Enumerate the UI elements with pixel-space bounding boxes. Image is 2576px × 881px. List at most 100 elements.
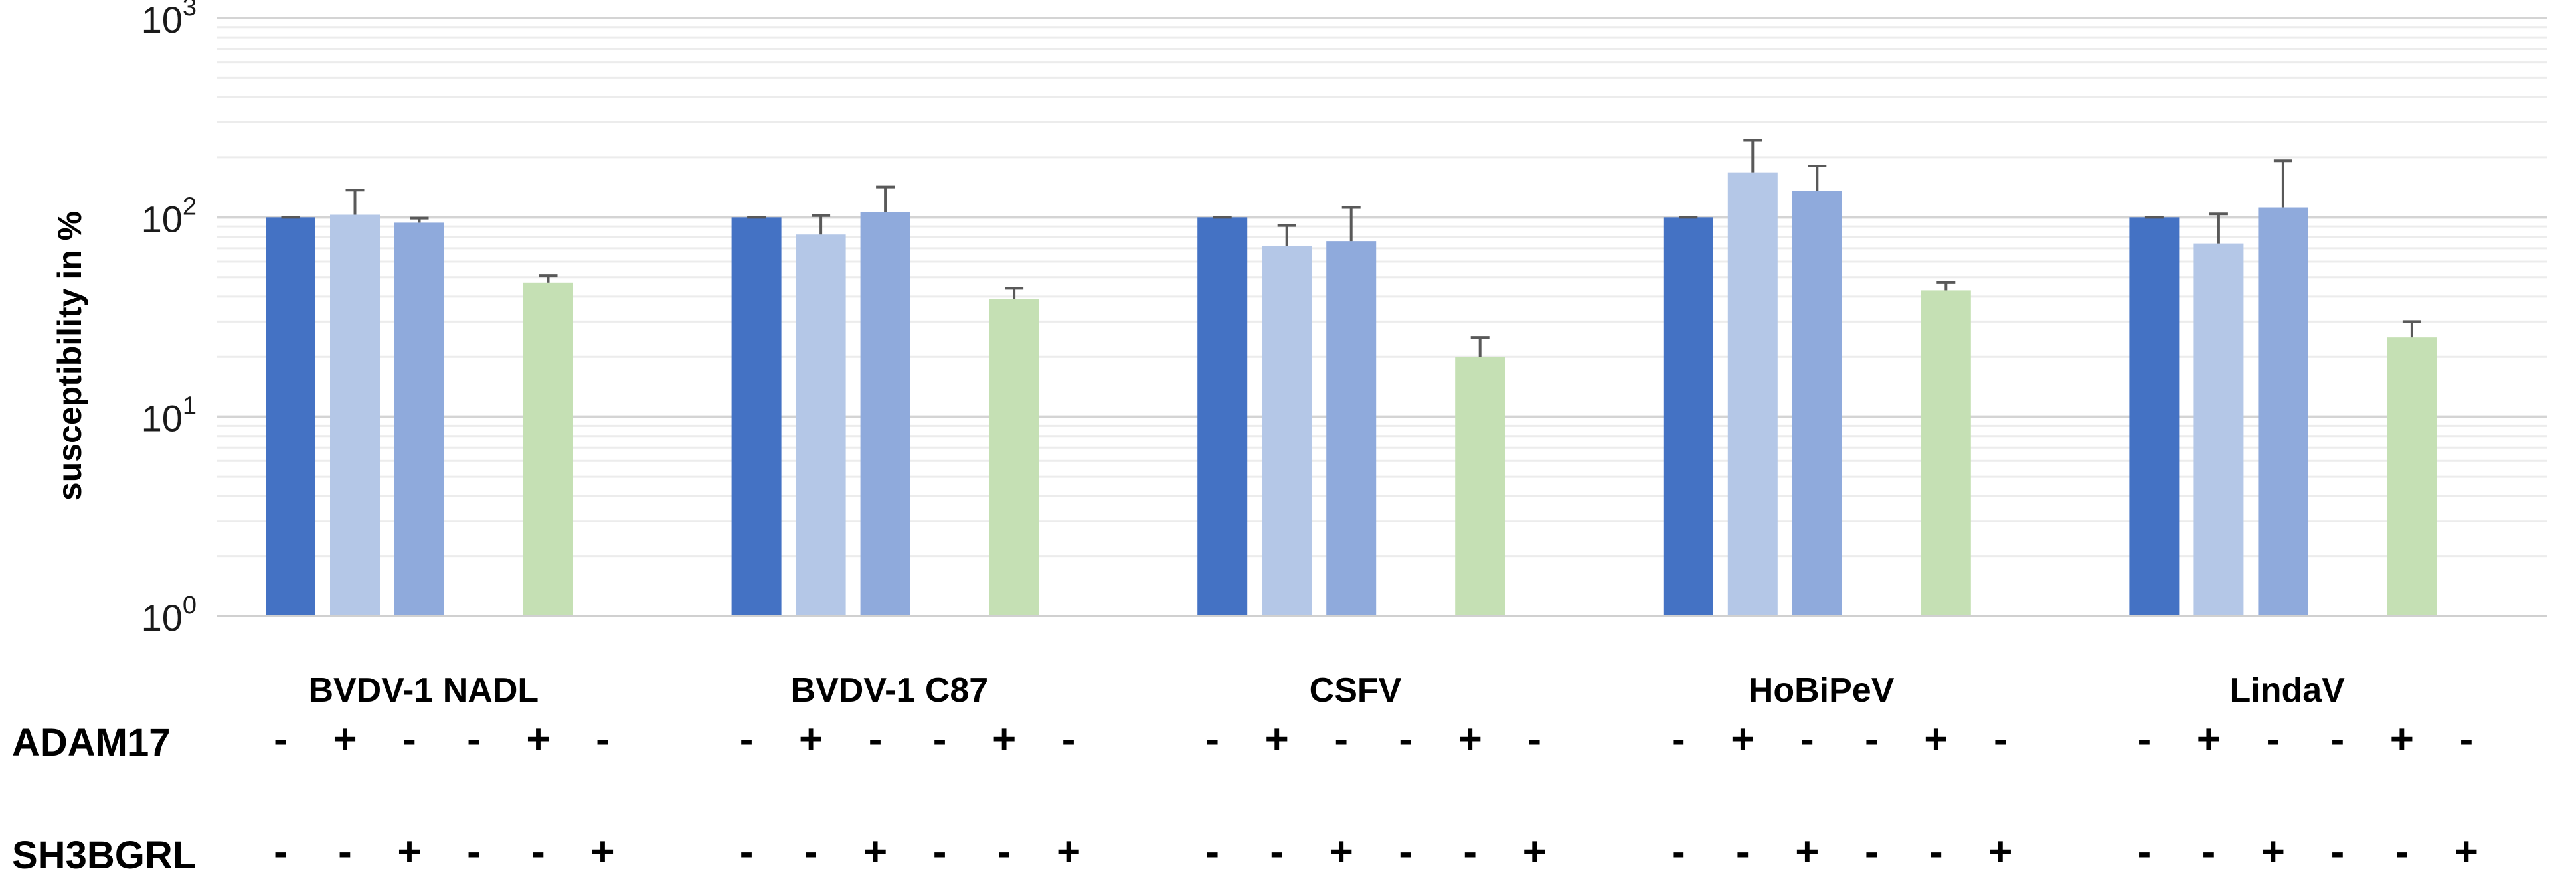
condition-sign: + bbox=[1330, 829, 1353, 875]
bar bbox=[1727, 172, 1778, 617]
bar bbox=[1455, 357, 1505, 616]
condition-sign: + bbox=[397, 829, 421, 875]
y-tick-exponent: 2 bbox=[183, 193, 197, 220]
condition-sign: - bbox=[2395, 829, 2409, 875]
condition-sign: + bbox=[333, 716, 357, 762]
y-tick-base: 10 bbox=[141, 597, 183, 639]
condition-sign: - bbox=[1463, 829, 1477, 875]
condition-sign: - bbox=[1270, 829, 1284, 875]
condition-sign: - bbox=[1205, 716, 1219, 762]
bar bbox=[266, 217, 315, 616]
condition-sign: - bbox=[402, 716, 416, 762]
y-axis-label: susceptibility in % bbox=[51, 211, 88, 501]
bar bbox=[2258, 207, 2308, 616]
condition-sign: - bbox=[1736, 829, 1750, 875]
condition-sign: + bbox=[1988, 829, 2012, 875]
bar bbox=[2387, 337, 2437, 616]
bar bbox=[1663, 217, 1713, 616]
bar bbox=[1326, 241, 1377, 616]
bars bbox=[266, 172, 2437, 617]
bar bbox=[1197, 217, 1248, 616]
condition-row-label: SH3BGRL bbox=[12, 834, 196, 877]
condition-sign: - bbox=[1929, 829, 1943, 875]
condition-sign: - bbox=[1399, 829, 1413, 875]
condition-sign: - bbox=[467, 716, 481, 762]
condition-sign: + bbox=[863, 829, 887, 875]
bar bbox=[731, 217, 782, 616]
y-tick-exponent: 1 bbox=[183, 392, 197, 420]
condition-sign: - bbox=[274, 829, 288, 875]
condition-sign: + bbox=[1731, 716, 1755, 762]
condition-sign: - bbox=[1800, 716, 1814, 762]
condition-sign: - bbox=[869, 716, 883, 762]
y-tick-label: 103 bbox=[141, 0, 197, 40]
y-tick-base: 10 bbox=[141, 398, 183, 440]
condition-sign: + bbox=[992, 716, 1016, 762]
bar bbox=[1921, 290, 1971, 616]
condition-sign: - bbox=[1865, 829, 1879, 875]
condition-sign: - bbox=[2267, 716, 2280, 762]
condition-sign: + bbox=[2261, 829, 2285, 875]
bar bbox=[1792, 191, 1842, 616]
y-tick-base: 10 bbox=[141, 198, 183, 240]
condition-sign: - bbox=[740, 829, 754, 875]
bar bbox=[523, 282, 573, 616]
bar bbox=[860, 212, 910, 616]
condition-sign: + bbox=[1458, 716, 1482, 762]
category-label: CSFV bbox=[1310, 671, 1402, 710]
condition-sign: - bbox=[338, 829, 352, 875]
bar bbox=[2193, 243, 2244, 616]
condition-sign: - bbox=[1672, 716, 1685, 762]
condition-sign: - bbox=[1334, 716, 1348, 762]
condition-sign: + bbox=[799, 716, 823, 762]
condition-sign: - bbox=[467, 829, 481, 875]
y-tick-label: 101 bbox=[141, 392, 197, 440]
category-label: LindaV bbox=[2230, 671, 2346, 710]
condition-sign: - bbox=[274, 716, 288, 762]
y-tick-base: 10 bbox=[141, 0, 183, 40]
condition-sign: + bbox=[1265, 716, 1289, 762]
condition-sign: - bbox=[933, 716, 947, 762]
error-bars bbox=[281, 139, 2421, 357]
condition-sign: + bbox=[1057, 829, 1080, 875]
condition-sign: - bbox=[2138, 716, 2152, 762]
condition-sign: - bbox=[997, 829, 1011, 875]
condition-sign: - bbox=[2138, 829, 2152, 875]
condition-sign: - bbox=[2202, 829, 2216, 875]
bar bbox=[2129, 217, 2180, 616]
condition-sign: + bbox=[1924, 716, 1948, 762]
condition-sign: - bbox=[2331, 716, 2345, 762]
condition-sign: + bbox=[1795, 829, 1819, 875]
category-label: BVDV-1 C87 bbox=[791, 671, 989, 710]
condition-sign: + bbox=[2197, 716, 2221, 762]
bar bbox=[1262, 246, 1312, 616]
condition-sign: + bbox=[2390, 716, 2414, 762]
condition-sign: - bbox=[1672, 829, 1685, 875]
condition-sign: - bbox=[596, 716, 610, 762]
condition-row-label: ADAM17 bbox=[12, 721, 171, 764]
condition-sign: - bbox=[1994, 716, 2008, 762]
condition-sign: - bbox=[531, 829, 545, 875]
condition-sign: + bbox=[1523, 829, 1547, 875]
bar bbox=[989, 299, 1039, 616]
condition-sign: - bbox=[804, 829, 818, 875]
bar bbox=[394, 222, 444, 616]
condition-sign: - bbox=[2331, 829, 2345, 875]
y-tick-label: 102 bbox=[141, 193, 197, 240]
condition-sign: + bbox=[590, 829, 614, 875]
category-label: HoBiPeV bbox=[1749, 671, 1895, 710]
bar bbox=[796, 234, 846, 616]
condition-sign: - bbox=[933, 829, 947, 875]
category-labels: BVDV-1 NADL BVDV-1 C87 CSFV HoBiPeV LindaV bbox=[308, 671, 2345, 710]
condition-sign: - bbox=[1205, 829, 1219, 875]
condition-sign: - bbox=[740, 716, 754, 762]
y-tick-exponent: 3 bbox=[183, 0, 197, 21]
category-label: BVDV-1 NADL bbox=[308, 671, 539, 710]
condition-sign: - bbox=[2460, 716, 2474, 762]
condition-sign: - bbox=[1062, 716, 1076, 762]
condition-sign: - bbox=[1865, 716, 1879, 762]
y-tick-exponent: 0 bbox=[183, 592, 197, 619]
condition-sign: - bbox=[1399, 716, 1413, 762]
